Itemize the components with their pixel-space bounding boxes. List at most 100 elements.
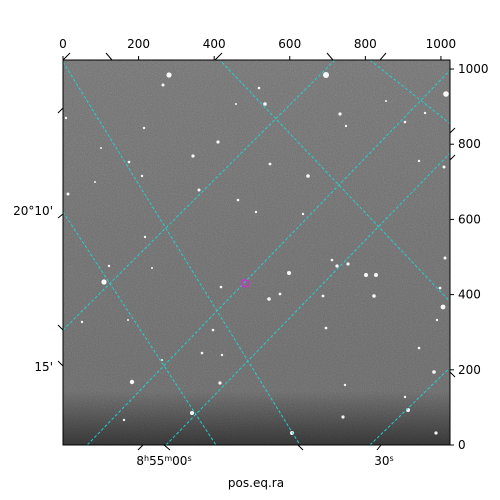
star — [323, 72, 329, 78]
y-right-tick-label: 600 — [458, 212, 481, 226]
star — [338, 112, 342, 116]
star — [218, 381, 222, 385]
star — [197, 188, 201, 192]
grid-line — [63, 211, 217, 445]
star — [443, 256, 447, 260]
star — [417, 346, 421, 350]
star — [161, 359, 163, 361]
coordinate-grid — [63, 60, 450, 445]
star — [267, 297, 271, 301]
world-coordinate-tick — [297, 444, 304, 451]
world-coordinate-tick — [57, 360, 64, 367]
world-coordinate-tick — [449, 371, 456, 378]
y-right-tick-label: 200 — [458, 363, 481, 377]
star — [423, 111, 427, 115]
ra-tick-label-main: 8h55m00s — [136, 454, 191, 468]
star — [346, 262, 350, 266]
star — [438, 286, 442, 290]
star — [200, 351, 204, 355]
axis-tick-labels: 0 200 400 600 800 1000 0 200 400 600 800 1000 — [59, 37, 488, 452]
x-top-tick-label: 200 — [127, 37, 150, 51]
world-coordinate-tick — [62, 52, 71, 61]
star — [101, 279, 107, 285]
world-coordinate-tick — [163, 444, 171, 451]
y-right-tick-label: 0 — [458, 438, 466, 452]
x-top-tick-label: 600 — [278, 37, 301, 51]
star — [151, 267, 153, 269]
sky-image — [63, 60, 450, 445]
x-top-tick-label: 0 — [59, 37, 67, 51]
star — [236, 198, 240, 202]
star — [440, 304, 446, 310]
star — [129, 379, 135, 385]
star — [100, 147, 102, 149]
world-coordinate-tick — [449, 154, 456, 161]
grid-line — [369, 60, 450, 125]
y-right-tick-label: 400 — [458, 288, 481, 302]
world-coordinate-tick — [214, 52, 223, 61]
image-bottom-shade — [63, 60, 450, 445]
y-right-tick-label: 800 — [458, 137, 481, 151]
star — [143, 235, 147, 239]
star — [435, 318, 439, 322]
star — [191, 154, 195, 158]
world-coordinate-tick — [57, 213, 64, 219]
star — [343, 383, 347, 387]
star — [142, 126, 146, 130]
star — [216, 140, 220, 144]
star — [417, 159, 421, 163]
grid-line — [219, 60, 450, 303]
star — [372, 294, 376, 298]
world-coordinate-tick — [57, 107, 64, 114]
star — [219, 285, 223, 289]
star — [443, 91, 449, 97]
grid-line — [63, 61, 301, 445]
star — [235, 103, 237, 105]
plot-frame — [62, 59, 451, 446]
star — [364, 273, 368, 277]
dec-tick-label-15: 15' — [34, 360, 53, 374]
y-right-tick-label: 1000 — [458, 62, 489, 76]
world-coordinate-tick — [326, 52, 334, 61]
world-coordinate-tick — [105, 52, 113, 61]
star — [442, 165, 446, 169]
star — [64, 116, 68, 120]
star — [434, 431, 438, 435]
target-marker — [240, 279, 250, 288]
x-axis-title: pos.eq.ra — [228, 476, 284, 490]
world-coordinate-tick — [137, 444, 144, 451]
star — [335, 264, 339, 268]
star — [385, 100, 387, 102]
star — [321, 294, 325, 298]
star — [403, 395, 407, 399]
star — [211, 328, 215, 332]
star — [432, 370, 436, 374]
star — [140, 174, 144, 178]
x-top-tick-label: 400 — [203, 37, 226, 51]
star — [127, 160, 131, 164]
star — [127, 319, 129, 321]
star — [161, 83, 165, 87]
star — [324, 326, 328, 330]
star — [66, 192, 70, 196]
world-coordinate-tick — [376, 444, 382, 451]
star — [190, 411, 194, 415]
star — [341, 415, 345, 419]
star — [287, 271, 291, 275]
star — [263, 102, 267, 106]
star — [306, 174, 310, 178]
x-top-tick-label: 1000 — [426, 37, 457, 51]
grid-line — [63, 60, 336, 331]
world-coordinate-tick — [379, 52, 387, 61]
star — [278, 292, 282, 296]
star — [301, 212, 305, 216]
star — [330, 258, 334, 262]
dec-tick-label-10: 20°10' — [13, 204, 53, 218]
star — [257, 86, 261, 90]
axis-ticks — [57, 52, 456, 451]
star — [166, 72, 172, 78]
star — [94, 181, 96, 183]
world-coordinate-tick — [449, 127, 456, 134]
star — [122, 418, 126, 422]
